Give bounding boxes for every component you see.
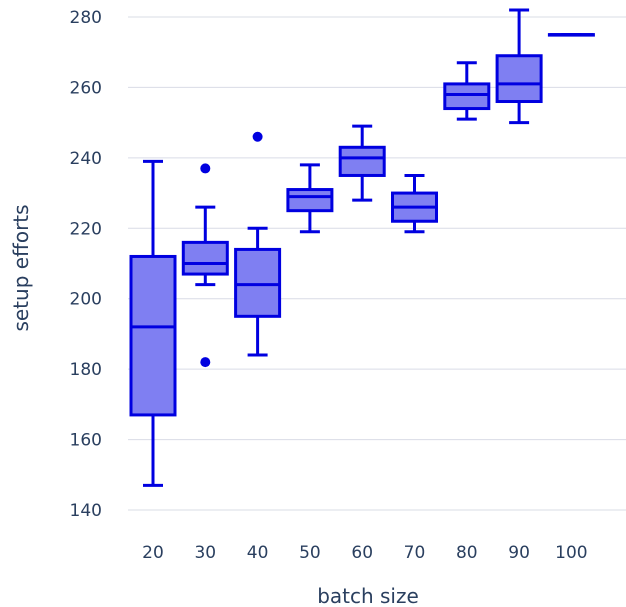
x-axis-tick-labels: 20 30 40 50 60 70 80 90 100 (142, 543, 587, 563)
y-axis-title: setup efforts (9, 204, 33, 331)
y-tick-label: 140 (70, 501, 102, 521)
box-100 (547, 33, 595, 37)
outlier-point (200, 357, 211, 368)
y-tick-label: 180 (70, 360, 102, 380)
y-tick-label: 200 (70, 290, 102, 310)
iqr-box (129, 254, 177, 417)
box-50 (286, 163, 334, 234)
y-tick-label: 260 (70, 78, 102, 98)
iqr-box (443, 82, 491, 111)
iqr-box (286, 188, 334, 213)
x-tick-label: 50 (299, 543, 321, 563)
x-tick-label: 20 (142, 543, 164, 563)
boxes (129, 8, 595, 487)
x-tick-label: 30 (194, 543, 216, 563)
x-tick-label: 100 (555, 543, 587, 563)
x-axis-title: batch size (317, 584, 419, 607)
outlier-point (200, 163, 211, 174)
y-tick-label: 280 (70, 8, 102, 28)
x-tick-label: 40 (247, 543, 269, 563)
outlier-point (252, 131, 263, 142)
box-60 (338, 124, 386, 202)
box-80 (443, 61, 491, 121)
box-90 (495, 8, 543, 125)
x-tick-label: 80 (456, 543, 478, 563)
x-tick-label: 60 (351, 543, 373, 563)
y-tick-label: 220 (70, 219, 102, 239)
box-20 (129, 159, 177, 487)
iqr-box (234, 247, 282, 318)
y-axis-tick-labels: 140 160 180 200 220 240 260 280 (70, 8, 102, 521)
y-tick-label: 160 (70, 431, 102, 451)
x-tick-label: 90 (508, 543, 530, 563)
iqr-box (338, 145, 386, 177)
box-70 (391, 173, 438, 234)
iqr-box (181, 240, 229, 276)
y-tick-label: 240 (70, 149, 102, 169)
iqr-box (495, 54, 543, 104)
box-30 (181, 163, 229, 368)
x-tick-label: 70 (404, 543, 426, 563)
box-40 (234, 131, 282, 357)
